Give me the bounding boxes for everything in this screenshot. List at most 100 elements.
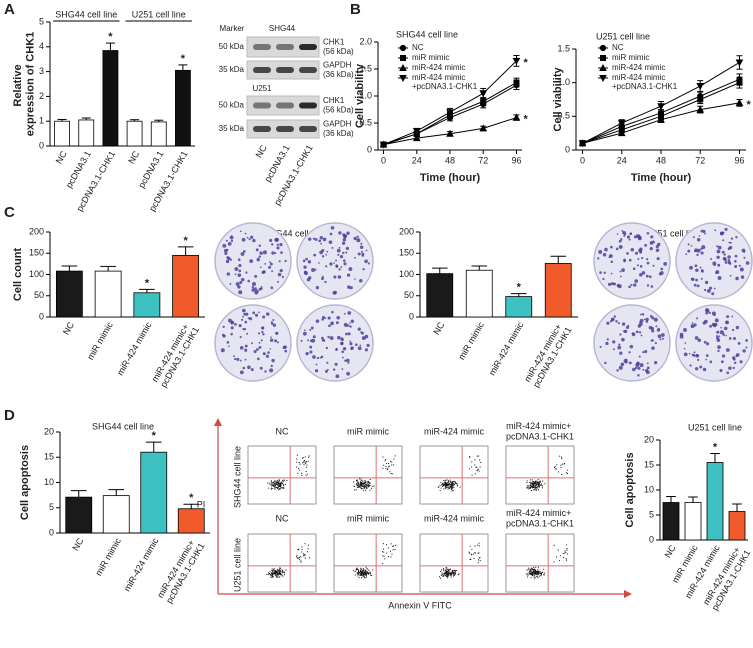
flow-dot xyxy=(542,480,544,482)
flow-dot xyxy=(531,572,533,574)
flow-dot xyxy=(279,485,281,487)
colony xyxy=(237,258,241,261)
flow-dot xyxy=(450,481,452,483)
flow-dot xyxy=(273,483,275,485)
flow-dot xyxy=(390,550,392,552)
colony xyxy=(650,285,654,288)
colony xyxy=(637,366,641,370)
flow-dot xyxy=(387,556,389,558)
colony xyxy=(341,350,344,354)
flow-dot xyxy=(275,480,277,482)
flow-dot xyxy=(451,486,453,488)
flow-dot xyxy=(565,544,567,546)
flow-dot xyxy=(538,484,540,486)
flow-dot xyxy=(296,458,298,460)
x-tick-label: 0 xyxy=(381,155,386,165)
colony xyxy=(597,257,600,260)
colony xyxy=(623,235,626,238)
flow-dot xyxy=(270,488,272,490)
flow-dot xyxy=(309,557,311,559)
colony xyxy=(225,259,230,264)
flow-dot xyxy=(439,484,441,486)
flow-dot xyxy=(358,483,360,485)
colony xyxy=(723,326,728,331)
legend-marker xyxy=(600,55,606,61)
flow-dot xyxy=(366,568,368,570)
colony xyxy=(278,260,281,263)
flow-dot xyxy=(361,574,363,576)
flow-dot xyxy=(305,474,307,476)
flow-dot xyxy=(453,575,455,577)
colony xyxy=(698,235,701,237)
flow-dot xyxy=(531,568,533,570)
colony xyxy=(269,262,273,266)
flow-dot xyxy=(533,486,535,488)
flow-dot xyxy=(390,543,392,545)
flow-dot xyxy=(473,553,475,555)
text-line: pcDNA3.1-CHK1 xyxy=(506,432,574,442)
colony xyxy=(737,342,741,345)
colony xyxy=(342,251,345,255)
flow-dot xyxy=(441,572,443,574)
colony xyxy=(725,334,727,337)
colony xyxy=(701,245,706,250)
colony xyxy=(247,365,251,370)
flow-dot xyxy=(440,570,442,572)
colony xyxy=(336,315,340,320)
y-tick-label: 0 xyxy=(39,140,44,150)
colony xyxy=(644,350,648,354)
colony xyxy=(657,242,661,247)
colony xyxy=(343,259,346,262)
colony xyxy=(714,322,718,327)
colony xyxy=(242,366,246,370)
flow-dot xyxy=(303,464,305,466)
colony xyxy=(646,261,650,265)
colony xyxy=(251,288,256,292)
y-tick-label: 100 xyxy=(399,269,414,279)
flow-dot xyxy=(382,467,384,469)
flow-dot xyxy=(538,485,540,487)
flow-dot xyxy=(270,574,272,576)
flow-dot xyxy=(361,482,363,484)
colony xyxy=(307,339,310,342)
flow-dot xyxy=(529,573,531,575)
colony xyxy=(745,339,748,342)
flow-dot xyxy=(479,556,481,558)
flow-dot xyxy=(557,549,559,551)
colony xyxy=(359,245,364,249)
flow-dot xyxy=(365,484,367,486)
colony xyxy=(648,275,652,279)
flow-plot xyxy=(505,445,575,505)
flow-dot xyxy=(529,572,531,574)
colony xyxy=(244,344,248,348)
colony xyxy=(612,348,615,351)
colony xyxy=(728,366,732,370)
flow-dot xyxy=(356,480,358,482)
flow-dot xyxy=(278,576,280,578)
flow-dot xyxy=(446,567,448,569)
flow-dot xyxy=(563,463,565,465)
colony xyxy=(619,333,622,336)
colony xyxy=(264,370,267,373)
flow-dot xyxy=(356,479,358,481)
marker xyxy=(512,57,521,65)
flow-dot xyxy=(279,567,281,569)
flow-dot xyxy=(442,485,444,487)
flow-dot xyxy=(538,483,540,485)
flow-dot xyxy=(362,570,364,572)
flow-dot xyxy=(534,487,536,489)
bar xyxy=(94,270,122,318)
flow-dot xyxy=(457,485,459,487)
colony xyxy=(611,317,615,322)
flow-dot xyxy=(534,481,536,483)
flow-dot xyxy=(540,573,542,575)
flow-dot xyxy=(271,570,273,572)
flow-dot xyxy=(539,484,541,486)
flow-dot xyxy=(535,570,537,572)
colony xyxy=(270,336,272,339)
flow-dot xyxy=(448,484,450,486)
colony xyxy=(639,363,644,368)
flow-dot xyxy=(448,571,450,573)
flow-dot xyxy=(277,572,279,574)
